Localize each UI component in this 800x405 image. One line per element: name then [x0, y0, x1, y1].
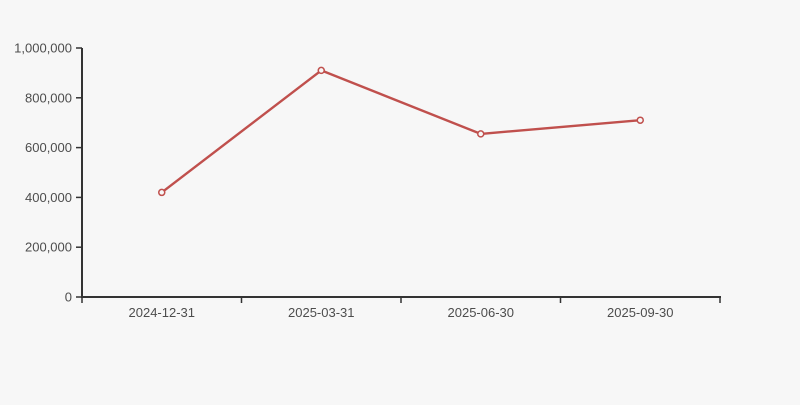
y-axis-tick-label: 1,000,000 — [14, 41, 72, 56]
x-axis-category-label: 2025-03-31 — [288, 305, 355, 320]
x-axis-category-label: 2025-09-30 — [607, 305, 674, 320]
y-axis-tick-label: 800,000 — [25, 90, 72, 105]
y-axis-tick-label: 200,000 — [25, 240, 72, 255]
x-axis-category-label: 2024-12-31 — [129, 305, 196, 320]
series-line — [160, 69, 642, 194]
y-axis-tick-label: 600,000 — [25, 140, 72, 155]
y-axis-tick-label: 400,000 — [25, 190, 72, 205]
data-point-marker — [317, 66, 325, 75]
data-point-marker — [636, 116, 644, 124]
y-axis-tick-label: 0 — [65, 290, 72, 305]
x-axis-category-label: 2025-06-30 — [448, 305, 515, 320]
data-point-marker — [158, 188, 166, 197]
data-point-marker — [477, 130, 485, 138]
